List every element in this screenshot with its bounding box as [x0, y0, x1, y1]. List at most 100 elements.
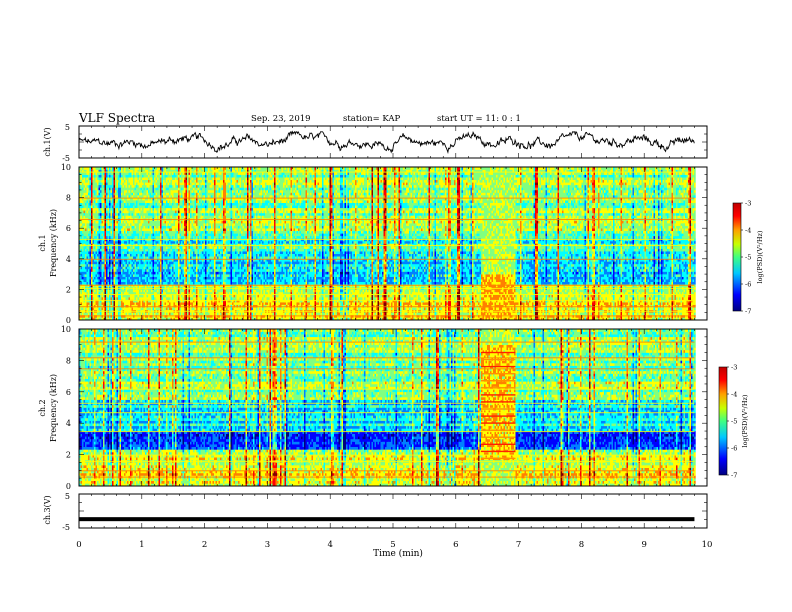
spectrogram-cell [108, 246, 110, 249]
spectrogram-cell [94, 307, 96, 310]
spectrogram-cell [133, 305, 135, 310]
spectrogram-cell [115, 246, 117, 249]
spectrogram-cell [82, 310, 84, 315]
spectrogram-cell [129, 193, 131, 196]
spectrogram-cell [120, 279, 122, 284]
spectrogram-cell [81, 269, 83, 272]
spectrogram-cell [82, 223, 84, 228]
spectrogram-cell [93, 213, 95, 216]
spectrogram-cell [135, 282, 137, 285]
ch1-spectrogram-image [79, 167, 696, 320]
spectrogram-cell [103, 228, 105, 231]
spectrogram-cell [99, 241, 101, 244]
spectrogram-cell [127, 269, 129, 285]
spectrogram-cell [105, 228, 107, 231]
spectrogram-cell [142, 218, 144, 223]
spectrogram-cell [115, 221, 117, 226]
spectrogram-cell [121, 264, 123, 267]
spectrogram-cell [141, 210, 143, 215]
spectrogram-cell [103, 266, 105, 271]
spectrogram-cell [141, 282, 143, 285]
spectrogram-cell [93, 175, 95, 178]
spectrogram-cell [88, 297, 90, 302]
spectrogram-cell [102, 307, 104, 310]
spectrogram-cell [111, 307, 113, 312]
spectrogram-cell [141, 208, 143, 211]
spectrogram-cell [93, 233, 95, 238]
spectrogram-cell [96, 221, 98, 224]
spectrogram-cell [121, 203, 123, 208]
spectrogram-cell [105, 244, 107, 252]
spectrogram-cell [96, 205, 98, 208]
spectrogram-cell [102, 264, 104, 269]
spectrogram-cell [132, 175, 134, 178]
spectrogram-cell [139, 182, 141, 187]
spectrogram-cell [142, 264, 144, 275]
spectrogram-cell [111, 210, 113, 215]
spectrogram-cell [114, 180, 116, 185]
spectrogram-cell [97, 254, 99, 257]
spectrogram-cell [99, 261, 101, 264]
spectrogram-cell [105, 221, 107, 224]
spectrogram-cell [97, 282, 99, 285]
spectrogram-cell [111, 223, 113, 226]
spectrogram-cell [124, 233, 126, 238]
spectrogram-cell [127, 264, 129, 267]
spectrogram-cell [129, 221, 131, 226]
spectrogram-cell [97, 203, 99, 208]
spectrogram-cell [111, 269, 113, 272]
spectrogram-cell [141, 249, 143, 252]
spectrogram-cell [103, 261, 105, 264]
spectrogram-cell [112, 198, 114, 206]
spectrogram-cell [115, 228, 117, 231]
spectrogram-cell [129, 251, 131, 254]
spectrogram-cell [136, 223, 138, 234]
spectrogram-cell [100, 177, 102, 180]
spectrogram-cell [81, 223, 83, 226]
spectrogram-cell [109, 231, 111, 236]
spectrogram-cell [109, 295, 111, 303]
spectrogram-cell [100, 272, 102, 277]
spectrogram-cell [120, 256, 122, 259]
spectrogram-cell [136, 208, 138, 213]
spectrogram-cell [130, 223, 132, 226]
spectrogram-cell [141, 264, 143, 269]
spectrogram-cell [81, 289, 83, 294]
spectrogram-cell [88, 203, 90, 208]
spectrogram-cell [102, 223, 104, 226]
spectrogram-cell [84, 272, 86, 275]
spectrogram-cell [84, 210, 86, 213]
spectrogram-cell [133, 312, 135, 315]
spectrogram-cell [81, 185, 83, 198]
spectrogram-cell [102, 233, 104, 236]
spectrogram-cell [100, 213, 102, 216]
spectrogram-cell [142, 231, 144, 236]
spectrogram-cell [135, 241, 137, 244]
spectrogram-cell [127, 200, 129, 203]
spectrogram-cell [117, 200, 119, 203]
spectrogram-cell [123, 274, 125, 277]
spectrogram-cell [142, 261, 144, 264]
spectrogram-cell [129, 312, 131, 315]
spectrogram-cell [130, 295, 132, 300]
spectrogram-cell [118, 187, 120, 198]
spectrogram-cell [121, 200, 123, 203]
spectrogram-cell [105, 223, 107, 226]
spectrogram-cell [135, 249, 137, 252]
spectrogram-cell [141, 190, 143, 193]
spectrogram-cell [100, 190, 102, 193]
spectrogram-cell [108, 282, 110, 285]
spectrogram-cell [139, 231, 141, 239]
spectrogram-cell [123, 187, 125, 198]
spectrogram-cell [108, 195, 110, 198]
spectrogram-cell [111, 244, 113, 252]
spectrogram-cell [127, 251, 129, 254]
spectrogram-cell [126, 266, 128, 269]
spectrogram-cell [105, 208, 107, 213]
spectrogram-cell [136, 284, 138, 295]
spectrogram-cell [133, 223, 135, 226]
spectrogram-cell [123, 269, 125, 274]
spectrogram-cell [133, 226, 135, 229]
spectrogram-cell [127, 246, 129, 251]
spectrogram-cell [124, 289, 126, 292]
